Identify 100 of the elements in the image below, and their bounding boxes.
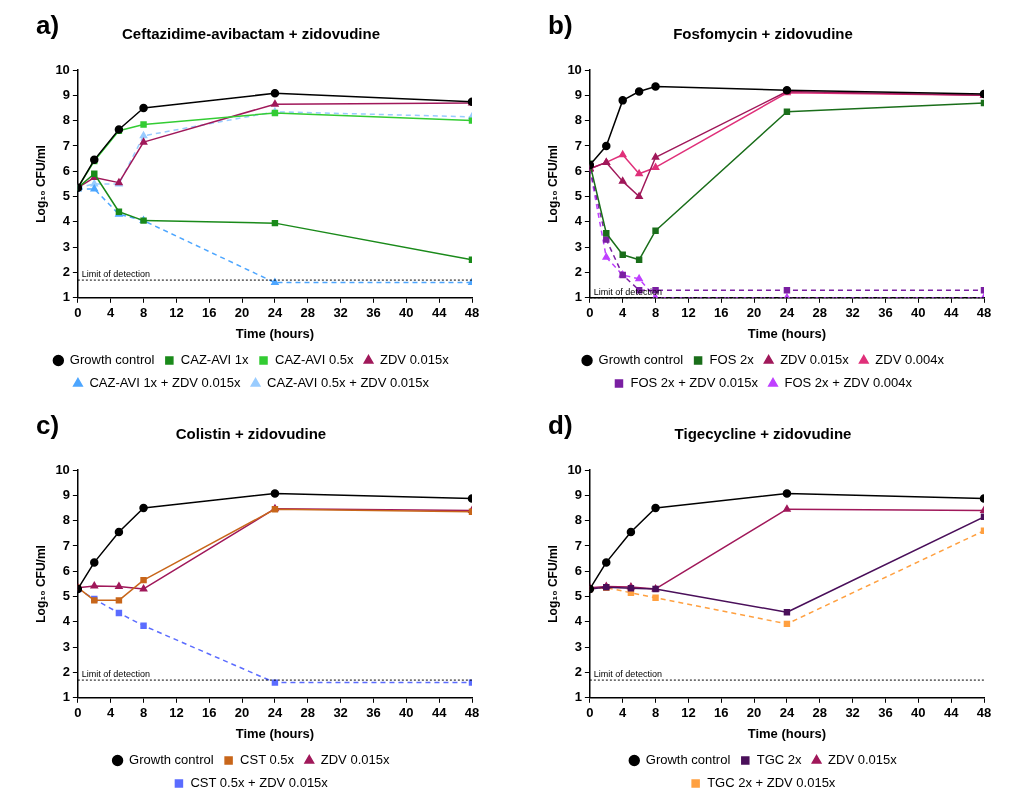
x-tick-label: 24 [267, 705, 283, 721]
legend-label: CST 0.5x + ZDV 0.015x [190, 775, 329, 791]
legend-label: FOS 2x + ZDV 0.004x [784, 375, 913, 391]
y-tick-label: 6 [62, 162, 70, 178]
x-tick-label: 40 [399, 305, 414, 321]
x-tick-label: 48 [464, 705, 480, 721]
y-tick-label: 9 [62, 486, 70, 502]
legend-label: TGC 2x + ZDV 0.015x [707, 775, 836, 791]
x-axis-title: Time (hours) [235, 725, 315, 741]
x-tick-label: 16 [202, 705, 217, 721]
legend-label: FOS 2x + ZDV 0.015x [630, 375, 759, 391]
x-tick-label: 8 [651, 305, 660, 321]
x-tick-label: 0 [586, 305, 594, 321]
ref-line-label: Limit of detection [81, 269, 150, 280]
x-tick-label: 44 [431, 705, 448, 721]
x-tick-label: 8 [139, 705, 148, 721]
x-tick-label: 36 [366, 305, 381, 321]
x-tick-label: 36 [878, 705, 893, 721]
ref-line-label: Limit of detection [593, 669, 662, 680]
legend-label: Growth control [69, 352, 155, 368]
y-axis-title: Log₁₀ CFU/ml [545, 145, 560, 223]
x-tick-label: 44 [943, 705, 960, 721]
y-tick-label: 8 [574, 512, 582, 528]
y-tick-label: 10 [567, 461, 582, 477]
y-tick-label: 8 [62, 512, 70, 528]
x-tick-label: 48 [976, 705, 992, 721]
legend-label: ZDV 0.015x [828, 752, 898, 768]
x-tick-label: 12 [169, 705, 184, 721]
y-tick-label: 3 [574, 638, 582, 654]
y-tick-label: 2 [574, 664, 582, 680]
y-tick-label: 7 [574, 537, 582, 553]
y-tick-label: 5 [574, 188, 582, 204]
y-tick-label: 7 [62, 537, 70, 553]
x-tick-label: 40 [399, 705, 414, 721]
legend-label: CST 0.5x [240, 752, 295, 768]
y-tick-label: 2 [62, 264, 70, 280]
x-tick-label: 0 [586, 705, 594, 721]
y-tick-label: 9 [62, 86, 70, 102]
x-tick-label: 4 [619, 705, 628, 721]
y-tick-label: 6 [574, 562, 582, 578]
x-tick-label: 12 [681, 305, 696, 321]
legend-label: Growth control [645, 752, 731, 768]
x-tick-label: 16 [714, 705, 729, 721]
x-tick-label: 20 [234, 705, 250, 721]
x-tick-label: 28 [812, 305, 828, 321]
x-tick-label: 40 [911, 305, 926, 321]
y-tick-label: 4 [574, 613, 583, 629]
x-tick-label: 4 [107, 705, 116, 721]
text: b) [548, 10, 573, 41]
x-axis-title: Time (hours) [747, 325, 827, 341]
y-tick-label: 1 [62, 289, 70, 305]
y-axis-title: Log₁₀ CFU/ml [33, 545, 48, 623]
y-axis-title: Log₁₀ CFU/ml [33, 145, 48, 223]
y-tick-label: 10 [55, 61, 70, 77]
x-tick-label: 24 [779, 305, 795, 321]
y-tick-label: 5 [574, 588, 582, 604]
y-tick-label: 2 [62, 664, 70, 680]
text: a) [36, 10, 60, 41]
x-tick-label: 20 [746, 305, 762, 321]
y-axis-title: Log₁₀ CFU/ml [545, 545, 560, 623]
chart-title: Ceftazidime-avibactam + zidovudine [122, 25, 380, 43]
x-tick-label: 16 [202, 305, 217, 321]
x-tick-label: 0 [74, 305, 82, 321]
legend-label: FOS 2x [709, 352, 755, 368]
text: c) [36, 410, 60, 441]
legend-label: CAZ-AVI 0.5x [275, 352, 355, 368]
y-tick-label: 1 [574, 689, 582, 705]
x-tick-label: 12 [169, 305, 184, 321]
chart-title: Colistin + zidovudine [175, 425, 327, 443]
y-tick-label: 5 [62, 588, 70, 604]
legend-label: ZDV 0.015x [320, 752, 390, 768]
x-tick-label: 12 [681, 705, 696, 721]
y-tick-label: 3 [62, 638, 70, 654]
y-tick-label: 7 [62, 137, 70, 153]
x-tick-label: 28 [300, 705, 316, 721]
x-tick-label: 8 [139, 305, 148, 321]
chart-title: Fosfomycin + zidovudine [673, 25, 853, 43]
ref-line-label: Limit of detection [81, 669, 150, 680]
y-tick-label: 4 [62, 213, 71, 229]
y-tick-label: 10 [567, 61, 582, 77]
y-tick-label: 10 [55, 461, 70, 477]
legend-label: Growth control [129, 752, 214, 768]
y-tick-label: 6 [62, 562, 70, 578]
y-tick-label: 9 [574, 486, 582, 502]
x-axis-title: Time (hours) [235, 325, 315, 341]
x-axis-title: Time (hours) [747, 725, 827, 741]
x-tick-label: 24 [267, 305, 283, 321]
legend-label: ZDV 0.004x [875, 352, 945, 368]
y-tick-label: 8 [574, 112, 582, 128]
legend-label: Growth control [598, 352, 684, 368]
x-tick-label: 36 [366, 705, 381, 721]
y-tick-label: 6 [574, 162, 582, 178]
x-tick-label: 20 [234, 305, 250, 321]
y-tick-label: 2 [574, 264, 582, 280]
x-tick-label: 32 [845, 705, 860, 721]
x-tick-label: 24 [779, 705, 795, 721]
legend-label: ZDV 0.015x [380, 352, 450, 368]
y-tick-label: 4 [62, 613, 71, 629]
x-tick-label: 28 [300, 305, 316, 321]
x-tick-label: 48 [464, 305, 480, 321]
